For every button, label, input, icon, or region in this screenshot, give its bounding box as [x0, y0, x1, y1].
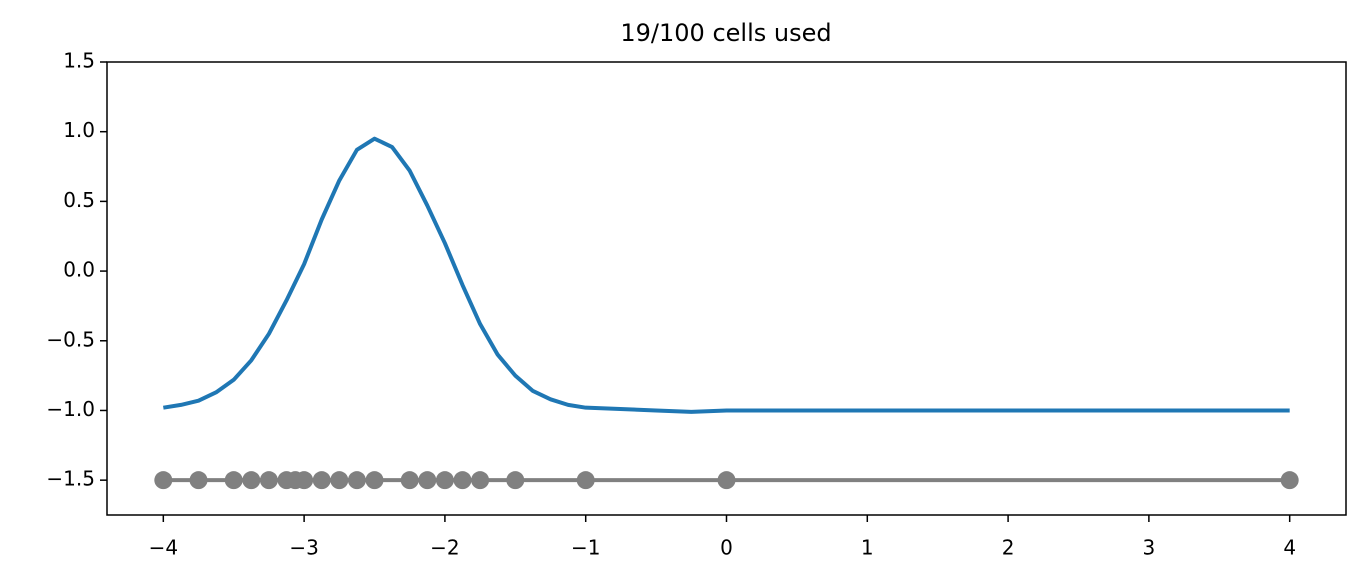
marker	[259, 471, 278, 490]
x-tick-label: 0	[720, 536, 733, 560]
marker	[717, 471, 736, 490]
marker	[154, 471, 173, 490]
marker	[435, 471, 454, 490]
marker	[576, 471, 595, 490]
x-tick-label: −2	[430, 536, 459, 560]
marker	[506, 471, 525, 490]
marker	[453, 471, 472, 490]
x-tick-label: 4	[1283, 536, 1296, 560]
marker	[295, 471, 314, 490]
marker	[418, 471, 437, 490]
y-tick-label: −1.0	[46, 397, 95, 421]
x-tick-label: 1	[861, 536, 874, 560]
x-tick-label: 2	[1002, 536, 1015, 560]
y-tick-label: 1.0	[63, 118, 95, 142]
marker	[242, 471, 261, 490]
chart-title: 19/100 cells used	[620, 19, 831, 47]
y-tick-label: 1.5	[63, 49, 95, 73]
marker	[189, 471, 208, 490]
marker	[312, 471, 331, 490]
marker	[347, 471, 366, 490]
x-tick-label: −4	[149, 536, 178, 560]
x-tick-label: −1	[571, 536, 600, 560]
plot-frame	[106, 61, 1347, 516]
line	[163, 136, 1290, 414]
marker	[400, 471, 419, 490]
x-tick-label: −3	[289, 536, 318, 560]
marker	[330, 471, 349, 490]
x-tick-label: 3	[1143, 536, 1156, 560]
marker	[365, 471, 384, 490]
marker	[471, 471, 490, 490]
marker	[224, 471, 243, 490]
y-tick-label: 0.5	[63, 188, 95, 212]
y-tick-label: −1.5	[46, 467, 95, 491]
y-tick-label: −0.5	[46, 327, 95, 351]
marker	[1280, 471, 1299, 490]
y-tick-label: 0.0	[63, 258, 95, 282]
